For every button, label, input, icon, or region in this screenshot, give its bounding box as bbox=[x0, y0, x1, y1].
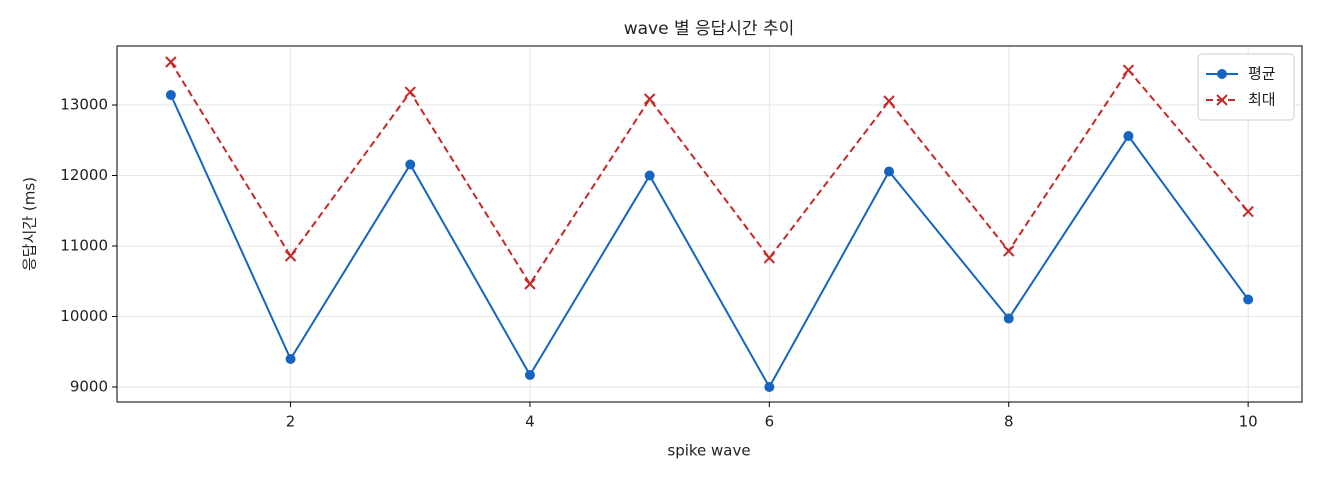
y-tick-label: 13000 bbox=[60, 96, 108, 114]
line bbox=[169, 94, 1249, 390]
x-tick-label: 4 bbox=[525, 413, 535, 431]
x-tick-label: 6 bbox=[765, 413, 775, 431]
plot-frame bbox=[116, 45, 1303, 403]
marker bbox=[883, 95, 895, 107]
marker bbox=[644, 170, 655, 181]
marker bbox=[1003, 313, 1014, 324]
marker bbox=[165, 56, 177, 68]
marker bbox=[1122, 64, 1135, 76]
chart-title: wave 별 응답시간 추이 bbox=[624, 19, 795, 39]
x-tick-label: 2 bbox=[286, 413, 296, 431]
marker bbox=[1003, 245, 1015, 257]
x-tick-label: 8 bbox=[1004, 413, 1014, 431]
marker bbox=[284, 250, 297, 262]
y-tick-label: 11000 bbox=[60, 236, 108, 254]
marker bbox=[1242, 205, 1254, 218]
legend-marker bbox=[1216, 94, 1228, 106]
legend-box bbox=[1197, 53, 1295, 121]
y-tick-label: 9000 bbox=[70, 377, 108, 395]
y-axis-label: 응답시간 (ms) bbox=[21, 177, 39, 271]
line bbox=[170, 61, 1249, 286]
marker bbox=[1123, 131, 1134, 142]
marker bbox=[524, 278, 536, 290]
marker bbox=[405, 159, 416, 170]
y-tick-label: 12000 bbox=[60, 166, 108, 184]
marker bbox=[1243, 294, 1254, 305]
marker bbox=[763, 252, 776, 264]
marker bbox=[404, 86, 416, 98]
marker bbox=[884, 166, 895, 177]
y-tick-label: 10000 bbox=[60, 307, 108, 325]
marker bbox=[524, 370, 535, 381]
marker bbox=[285, 353, 296, 364]
marker bbox=[165, 89, 176, 100]
legend-label: 최대 bbox=[1248, 91, 1276, 109]
legend-label: 평균 bbox=[1248, 65, 1276, 83]
marker bbox=[764, 381, 775, 392]
legend-marker bbox=[1217, 69, 1227, 79]
x-tick-label: 10 bbox=[1239, 413, 1258, 431]
marker bbox=[643, 93, 656, 105]
x-axis-label: spike wave bbox=[667, 442, 750, 460]
